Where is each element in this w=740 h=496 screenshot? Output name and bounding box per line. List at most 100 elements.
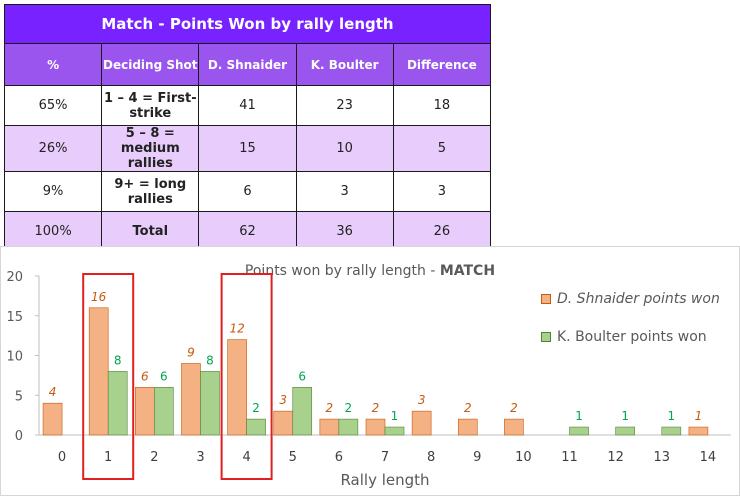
legend-item-boulter: K. Boulter points won	[541, 329, 707, 345]
y-tick-label: 0	[15, 429, 23, 444]
legend-swatch-shnaider	[541, 294, 551, 304]
x-tick-label: 9	[473, 450, 481, 465]
data-label-shnaider: 3	[418, 393, 426, 407]
bar-boulter	[154, 387, 174, 436]
bar-shnaider	[42, 402, 63, 436]
table-row: 26% 5 – 8 = medium rallies 15 10 5	[3, 125, 492, 172]
x-tick-label: 5	[289, 450, 297, 465]
x-axis-title: Rally length	[340, 471, 429, 489]
bar-shnaider	[411, 410, 432, 436]
bar-boulter	[338, 418, 359, 436]
data-label-shnaider: 3	[279, 393, 287, 407]
difference-cell: 5	[392, 125, 492, 172]
x-tick-label: 11	[561, 450, 578, 465]
data-label-boulter: 2	[345, 401, 353, 415]
table-row: 65% 1 – 4 = First-strike 41 23 18	[3, 85, 492, 126]
bar-boulter	[246, 418, 266, 436]
y-tick-label: 5	[15, 389, 23, 404]
pct-cell: 9%	[3, 171, 103, 212]
y-tick-label: 20	[6, 270, 23, 285]
chart-svg: Points won by rally length - MATCH051015…	[6, 263, 731, 489]
highlight-box	[220, 273, 273, 480]
data-label-shnaider: 16	[91, 290, 107, 304]
bar-boulter	[384, 426, 405, 436]
pct-cell: 26%	[3, 125, 103, 172]
bar-boulter	[615, 426, 635, 436]
bar-shnaider	[273, 410, 294, 436]
difference-cell: 3	[392, 171, 492, 212]
data-label-shnaider: 1	[695, 409, 703, 423]
pct-cell: 100%	[3, 211, 103, 252]
bar-boulter	[661, 426, 682, 436]
data-label-shnaider: 9	[187, 345, 195, 359]
x-tick-label: 3	[196, 450, 204, 465]
bar-shnaider	[88, 307, 109, 436]
shnaider-cell: 41	[198, 85, 297, 126]
boulter-cell: 23	[295, 85, 394, 126]
bar-shnaider	[365, 418, 386, 436]
legend-swatch-boulter	[541, 332, 551, 342]
data-label-shnaider: 12	[229, 322, 244, 336]
table-row: 100% Total 62 36 26	[3, 211, 492, 252]
legend-label-shnaider: D. Shnaider points won	[557, 291, 720, 307]
legend-item-shnaider: D. Shnaider points won	[541, 291, 720, 307]
data-label-shnaider: 2	[510, 401, 518, 415]
x-tick-label: 13	[654, 450, 671, 465]
bar-shnaider	[504, 418, 524, 436]
data-label-shnaider: 2	[372, 401, 380, 415]
x-tick-label: 7	[381, 450, 389, 465]
data-label-shnaider: 6	[141, 369, 149, 383]
data-label-boulter: 8	[114, 353, 122, 367]
table-row: 9% 9+ = long rallies 6 3 3	[3, 171, 492, 212]
bar-boulter	[292, 387, 313, 436]
x-tick-label: 12	[607, 450, 624, 465]
header-pct: %	[3, 43, 103, 86]
data-label-shnaider: 2	[326, 401, 334, 415]
boulter-cell: 3	[295, 171, 394, 212]
bar-shnaider	[227, 339, 247, 436]
table-title: Match - Points Won by rally length	[4, 4, 491, 44]
y-tick-label: 10	[6, 350, 23, 365]
bar-shnaider	[135, 387, 155, 436]
x-tick-label: 1	[104, 450, 112, 465]
data-label-boulter: 1	[667, 409, 675, 423]
x-tick-label: 10	[515, 450, 532, 465]
bar-boulter	[200, 371, 220, 436]
header-boulter: K. Boulter	[295, 43, 394, 86]
points-table: Match - Points Won by rally length % Dec…	[3, 4, 492, 252]
data-label-boulter: 1	[575, 409, 583, 423]
data-label-boulter: 8	[206, 353, 214, 367]
rally-length-chart: Points won by rally length - MATCH 0 5 10 15…	[0, 246, 740, 496]
x-tick-label: 2	[150, 450, 158, 465]
difference-cell: 26	[392, 211, 492, 252]
data-label-shnaider: 4	[49, 385, 57, 399]
shnaider-cell: 15	[198, 125, 297, 172]
x-tick-label: 0	[58, 450, 66, 465]
bar-boulter	[107, 371, 128, 436]
header-deciding-shot: Deciding Shot	[101, 43, 200, 86]
deciding-shot-cell: 9+ = long rallies	[101, 171, 200, 212]
data-label-boulter: 6	[298, 369, 306, 383]
header-difference: Difference	[392, 43, 492, 86]
highlight-box	[82, 273, 135, 480]
data-label-boulter: 6	[160, 369, 168, 383]
chart-title: Points won by rally length - MATCH	[245, 263, 495, 279]
data-label-boulter: 2	[252, 401, 260, 415]
data-label-boulter: 1	[621, 409, 629, 423]
x-tick-label: 8	[427, 450, 435, 465]
difference-cell: 18	[392, 85, 492, 126]
bar-shnaider	[181, 363, 201, 436]
bar-shnaider	[457, 418, 478, 436]
x-tick-label: 14	[700, 450, 717, 465]
shnaider-cell: 6	[198, 171, 297, 212]
x-tick-label: 6	[335, 450, 343, 465]
bar-shnaider	[688, 426, 709, 436]
y-tick-label: 15	[6, 310, 23, 325]
data-label-boulter: 1	[391, 409, 399, 423]
boulter-cell: 10	[295, 125, 394, 172]
bar-boulter	[569, 426, 589, 436]
pct-cell: 65%	[3, 85, 103, 126]
x-tick-label: 4	[242, 450, 250, 465]
data-label-shnaider: 2	[464, 401, 472, 415]
bar-shnaider	[319, 418, 340, 436]
